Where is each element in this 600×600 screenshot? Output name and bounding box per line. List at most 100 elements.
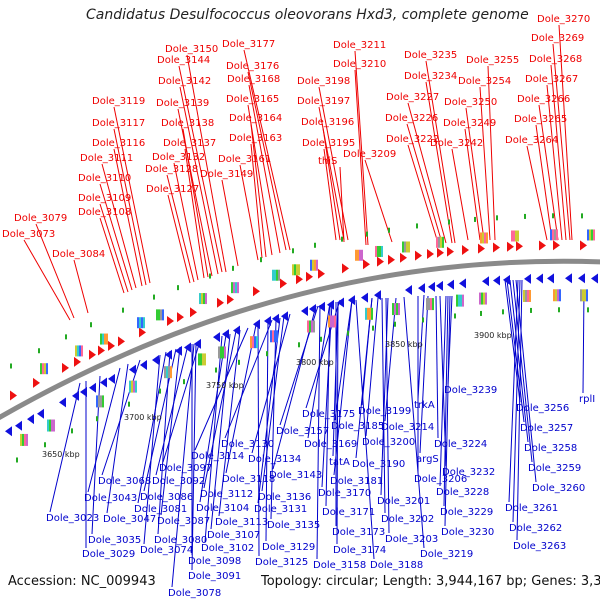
forward-feature-block [438,236,440,248]
gene-label: Dole_3242 [430,138,483,149]
outer-tick [153,294,155,300]
forward-feature-block [513,230,515,242]
leader-line [155,344,189,476]
gene-label: Dole_3255 [466,55,519,66]
reverse-feature-block [529,289,531,302]
gene-label: Dole_3117 [92,118,145,129]
gene-label: Dole_3078 [168,588,221,599]
gene-label: Dole_3210 [333,59,386,70]
gene-label: Dole_3181 [330,476,383,487]
forward-feature-block [550,229,552,241]
forward-feature-block [40,363,42,375]
forward-feature-block [381,245,383,257]
leader-line [221,179,239,267]
forward-gene-arrow [62,362,69,373]
gene-label: Dole_3202 [381,514,434,525]
forward-feature-block [486,232,488,244]
leader-line [439,295,447,487]
gene-label: Dole_3211 [333,40,386,51]
gene-label: Dole_3119 [92,96,145,107]
gene-label: argS [416,454,439,465]
gene-label: Dole_3149 [200,169,253,180]
gene-label: Dole_3171 [322,507,375,518]
reverse-feature-block [276,330,278,343]
reverse-gene-arrow [547,273,554,284]
reverse-feature-block [582,289,584,302]
reverse-feature-block [198,353,200,366]
forward-gene-arrow [377,256,384,267]
reverse-gene-arrow [272,313,279,324]
outer-tick [90,322,92,328]
gene-label: Dole_3084 [52,249,105,260]
leader-line [204,335,223,543]
forward-gene-arrow [74,356,81,367]
forward-gene-arrow [89,349,96,360]
leader-line [512,279,533,463]
gene-label: Dole_3249 [443,118,496,129]
reverse-gene-arrow [428,281,435,292]
leader-line [550,64,567,241]
reverse-feature-block [392,303,394,316]
reverse-feature-block [274,330,276,343]
reverse-feature-block [483,292,485,305]
gene-label: Dole_3130 [221,439,274,450]
reverse-gene-arrow [503,274,510,285]
forward-feature-block [199,293,201,305]
gene-label: Dole_3104 [196,503,249,514]
outer-tick [38,348,40,354]
leader-line [113,148,143,287]
leader-line [385,297,390,534]
accession-text: Accession: NC_009943 [8,574,156,589]
reverse-feature-block [332,315,334,328]
reverse-feature-block [330,315,332,328]
reverse-feature-block [313,320,315,333]
reverse-feature-block [462,294,464,307]
gene-label: Dole_3131 [254,504,307,515]
gene-label: Dole_3269 [531,33,584,44]
forward-feature-block [156,309,158,321]
leader-line [143,354,161,545]
outer-tick [177,285,179,291]
gene-label: Dole_3114 [191,451,244,462]
gene-label: Dole_3227 [386,92,439,103]
gene-label: Dole_3080 [154,535,207,546]
gene-label: Dole_3079 [14,213,67,224]
forward-gene-arrow [280,278,287,289]
inner-tick [238,359,240,365]
leader-line [538,104,559,241]
leader-line [182,128,209,278]
gene-label: Dole_3110 [78,173,131,184]
forward-feature-block [316,259,318,271]
gene-label: Dole_3136 [258,492,311,503]
leader-line [354,69,367,246]
gene-label: Dole_3257 [520,423,573,434]
forward-feature-block [106,333,108,345]
reverse-feature-block [555,289,557,302]
forward-feature-block [44,363,46,375]
leader-line [250,143,263,259]
leader-line [270,319,277,520]
forward-gene-arrow [139,327,146,338]
reverse-gene-arrow [327,299,334,310]
forward-gene-arrow [306,271,313,282]
leader-line [435,295,439,439]
leader-line [425,60,456,244]
leader-line [247,71,287,251]
gene-label: Dole_3170 [318,488,371,499]
reverse-gene-arrow [80,386,87,397]
inner-tick [159,388,161,394]
gene-label: Dole_3196 [301,117,354,128]
reverse-gene-arrow [140,359,147,370]
outer-tick [448,219,450,225]
outer-tick [209,273,211,279]
gene-label: Dole_3029 [82,549,135,560]
forward-feature-block [296,264,298,276]
reverse-gene-arrow [100,377,107,388]
reverse-gene-arrow [536,273,543,284]
ruler-label: 3800 kbp [296,358,334,367]
forward-feature-block [102,333,104,345]
forward-feature-block [143,317,145,329]
leader-line [239,164,259,261]
forward-feature-block [77,345,79,357]
